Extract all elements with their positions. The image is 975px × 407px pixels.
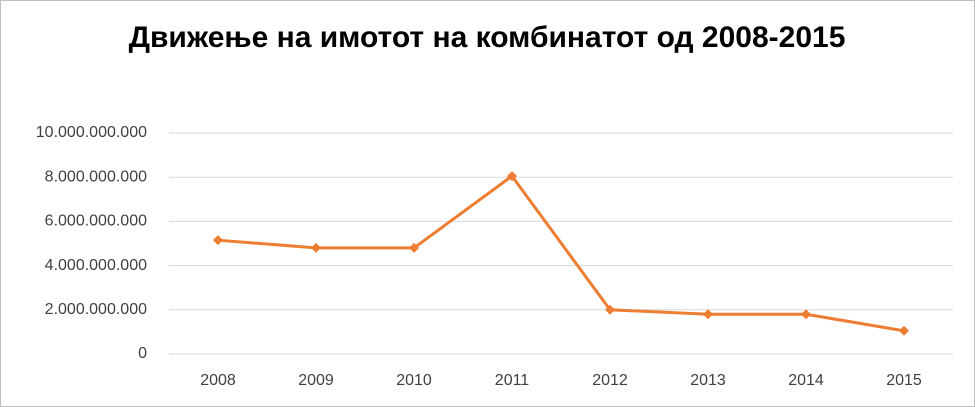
x-tick-label: 2008 [200, 372, 236, 389]
data-point [899, 325, 909, 336]
data-point [703, 309, 713, 320]
y-tick-label: 4.000.000.000 [45, 257, 147, 274]
y-tick-label: 6.000.000.000 [45, 213, 147, 230]
x-tick-label: 2011 [495, 372, 530, 389]
data-point [409, 242, 419, 253]
data-point [801, 309, 811, 320]
chart-title: Движење на имотот на комбинатот од 2008-… [128, 21, 846, 54]
x-tick-label: 2014 [788, 372, 824, 389]
data-point [507, 171, 517, 182]
data-point [605, 304, 615, 315]
data-point [213, 235, 223, 246]
y-tick-label: 10.000.000.000 [36, 124, 147, 141]
y-tick-label: 8.000.000.000 [45, 168, 147, 185]
y-tick-label: 2.000.000.000 [45, 301, 147, 318]
y-tick-label: 0 [138, 345, 147, 362]
data-line [217, 174, 905, 333]
x-tick-label: 2015 [886, 372, 922, 389]
x-tick-label: 2009 [298, 372, 334, 389]
x-tick-label: 2012 [592, 372, 628, 389]
data-point [311, 242, 321, 253]
x-tick-label: 2013 [690, 372, 726, 389]
x-tick-label: 2010 [396, 372, 432, 389]
